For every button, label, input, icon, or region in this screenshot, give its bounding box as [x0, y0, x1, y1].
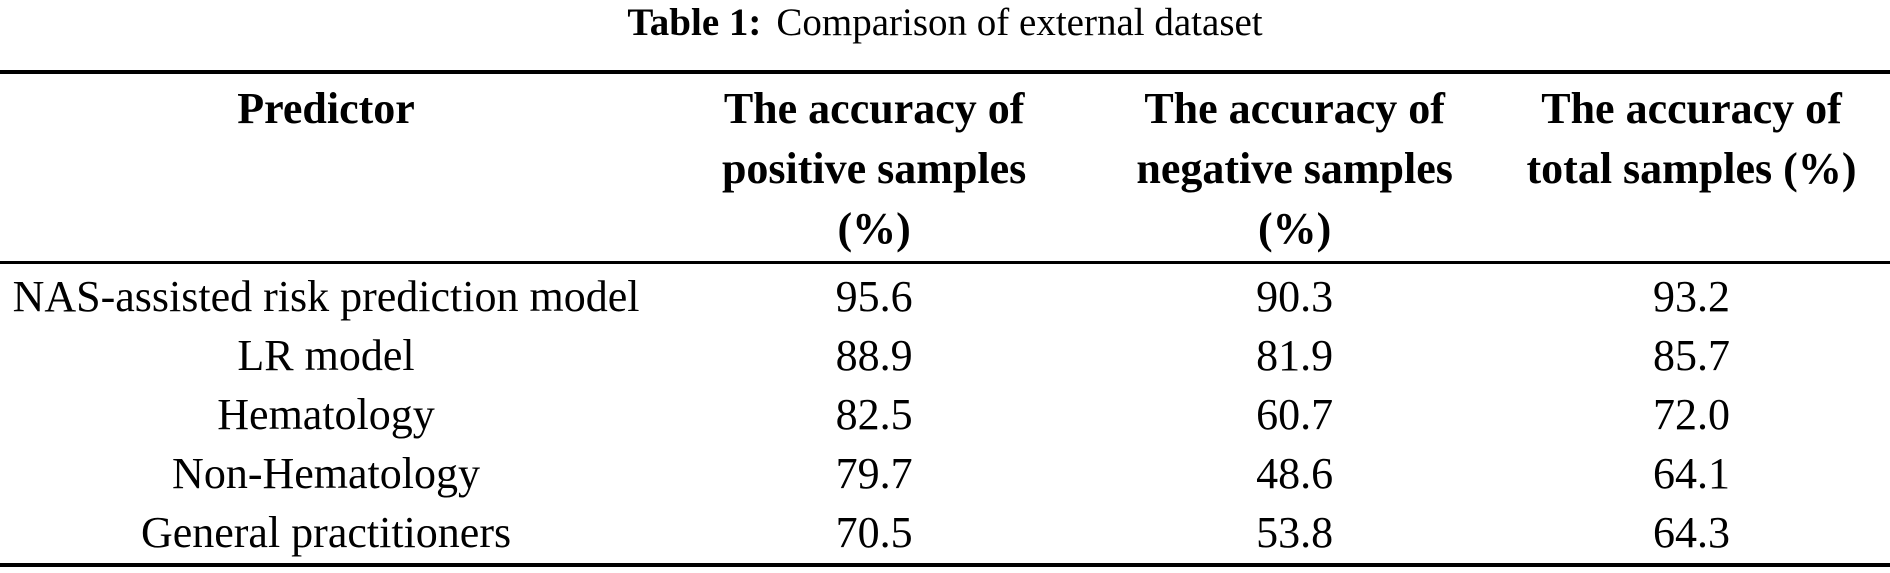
cell-predictor: Non-Hematology: [172, 449, 480, 498]
cell-total: 72.0: [1653, 390, 1731, 439]
cell-total: 85.7: [1653, 331, 1731, 380]
table-row: Hematology 82.5 60.7 72.0: [0, 385, 1890, 444]
cell-total: 93.2: [1653, 272, 1731, 321]
header-line: positive samples: [721, 144, 1027, 193]
header-cell-total-accuracy: The accuracy of total samples (%): [1493, 79, 1890, 259]
header-line: total samples (%): [1526, 144, 1857, 193]
header-line: The accuracy of: [723, 84, 1025, 133]
header-line: (%): [1257, 204, 1332, 253]
cell-positive: 79.7: [835, 449, 913, 498]
header-line: The accuracy of: [1541, 84, 1842, 133]
cell-predictor: NAS-assisted risk prediction model: [12, 272, 640, 321]
header-cell-negative-accuracy: The accuracy of negative samples (%): [1096, 79, 1493, 259]
caption-text: Comparison of external dataset: [776, 1, 1263, 44]
cell-positive: 70.5: [835, 508, 913, 557]
cell-predictor: LR model: [237, 331, 415, 380]
header-line: The accuracy of: [1144, 84, 1445, 133]
comparison-table: Predictor The accuracy of positive sampl…: [0, 70, 1890, 567]
table-row: General practitioners 70.5 53.8 64.3: [0, 503, 1890, 562]
cell-predictor: Hematology: [217, 390, 435, 439]
table-caption: Table 1: Comparison of external dataset: [0, 0, 1890, 46]
cell-total: 64.3: [1653, 508, 1731, 557]
cell-negative: 90.3: [1256, 272, 1334, 321]
cell-total: 64.1: [1653, 449, 1731, 498]
cell-negative: 81.9: [1256, 331, 1334, 380]
cell-negative: 48.6: [1256, 449, 1334, 498]
header-cell-predictor: Predictor: [0, 79, 652, 259]
cell-positive: 82.5: [835, 390, 913, 439]
table-header-row: Predictor The accuracy of positive sampl…: [0, 74, 1890, 264]
header-cell-positive-accuracy: The accuracy of positive samples (%): [652, 79, 1096, 259]
cell-negative: 60.7: [1256, 390, 1334, 439]
table-row: LR model 88.9 81.9 85.7: [0, 326, 1890, 385]
cell-positive: 88.9: [835, 331, 913, 380]
header-line: Predictor: [237, 84, 415, 133]
cell-predictor: General practitioners: [140, 508, 512, 557]
table-row: Non-Hematology 79.7 48.6 64.1: [0, 444, 1890, 503]
header-line: negative samples: [1136, 144, 1453, 193]
cell-positive: 95.6: [835, 272, 913, 321]
table-body: NAS-assisted risk prediction model 95.6 …: [0, 264, 1890, 563]
header-line: (%): [837, 204, 911, 253]
cell-negative: 53.8: [1256, 508, 1334, 557]
table-row: NAS-assisted risk prediction model 95.6 …: [0, 267, 1890, 326]
caption-label: Table 1:: [627, 1, 762, 44]
